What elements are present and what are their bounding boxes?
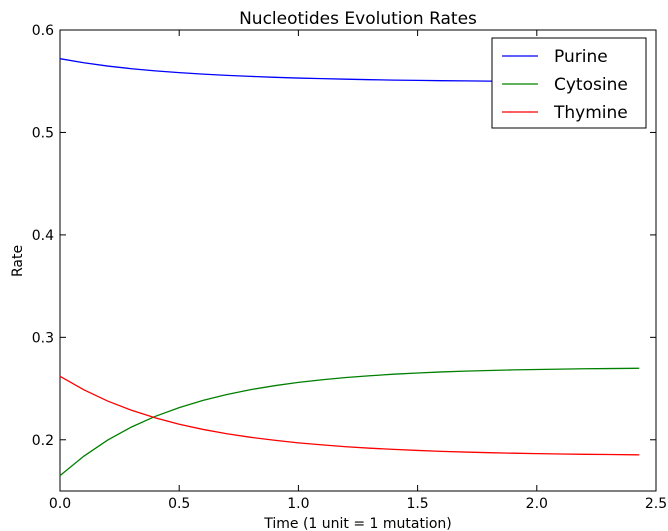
y-tick-label: 0.3 — [32, 330, 54, 346]
y-tick-label: 0.4 — [32, 228, 54, 244]
x-axis-label: Time (1 unit = 1 mutation) — [263, 516, 452, 531]
x-tick-label: 0.5 — [168, 496, 190, 512]
series-line-thymine — [59, 375, 640, 456]
y-tick-label: 0.6 — [32, 23, 54, 39]
x-tick-label: 1.5 — [406, 496, 428, 512]
y-axis: 0.2 0.3 0.4 0.5 0.6 — [32, 23, 656, 449]
chart-title: Nucleotides Evolution Rates — [239, 9, 477, 29]
x-axis: 0.0 0.5 1.0 1.5 2.0 2.5 — [49, 30, 667, 512]
legend-label-thymine: Thymine — [553, 103, 628, 123]
y-axis-label: Rate — [10, 245, 26, 277]
x-tick-label: 1.0 — [287, 496, 309, 512]
x-tick-label: 0.0 — [49, 496, 71, 512]
y-tick-label: 0.2 — [32, 433, 54, 449]
y-tick-label: 0.5 — [32, 125, 54, 141]
x-tick-label: 2.0 — [526, 496, 548, 512]
legend: Purine Cytosine Thymine — [491, 37, 647, 129]
plot-area — [59, 29, 657, 492]
legend-box — [491, 37, 647, 129]
x-tick-label: 2.5 — [645, 496, 667, 512]
legend-label-cytosine: Cytosine — [554, 75, 628, 95]
legend-label-purine: Purine — [554, 47, 608, 67]
series-line-cytosine — [59, 367, 640, 477]
